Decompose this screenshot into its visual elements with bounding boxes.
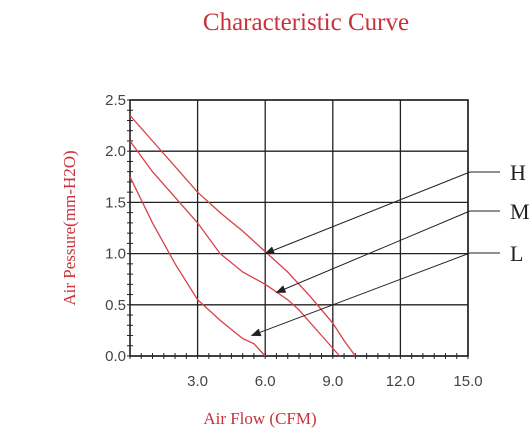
callout-label-h: H <box>510 160 526 185</box>
y-tick-label-0: 0.0 <box>105 348 126 365</box>
y-tick-label-5: 2.5 <box>105 92 126 109</box>
callout-label-l: L <box>510 241 523 266</box>
x-axis-title: Air Flow (CFM) <box>203 409 316 428</box>
curve-callouts: HML <box>250 160 530 337</box>
x-tick-label-4: 15.0 <box>453 373 482 390</box>
x-tick-label-1: 6.0 <box>255 373 276 390</box>
x-tick-label-3: 12.0 <box>386 373 415 390</box>
x-tick-label-0: 3.0 <box>187 373 208 390</box>
chart-title: Characteristic Curve <box>203 9 409 36</box>
x-axis-ticks: 3.0 6.0 9.0 12.0 15.0 <box>129 353 483 390</box>
callout-arrow-l <box>250 252 471 337</box>
x-tick-label-2: 9.0 <box>322 373 343 390</box>
callout-arrow-m <box>275 210 471 293</box>
curve-m <box>129 140 341 357</box>
y-axis-title: Air Pessure(mm-H2O) <box>60 150 79 305</box>
y-tick-label-1: 0.5 <box>105 297 126 314</box>
y-tick-label-3: 1.5 <box>105 194 126 211</box>
curve-h <box>129 114 356 357</box>
y-tick-label-2: 1.0 <box>105 246 126 263</box>
y-tick-label-4: 2.0 <box>105 143 126 160</box>
callout-arrow-h <box>264 171 471 255</box>
callout-label-m: M <box>510 199 530 224</box>
curves <box>129 114 356 357</box>
curve-l <box>129 176 266 357</box>
y-axis-ticks: 0.0 0.5 1.0 1.5 2.0 2.5 <box>105 92 133 365</box>
